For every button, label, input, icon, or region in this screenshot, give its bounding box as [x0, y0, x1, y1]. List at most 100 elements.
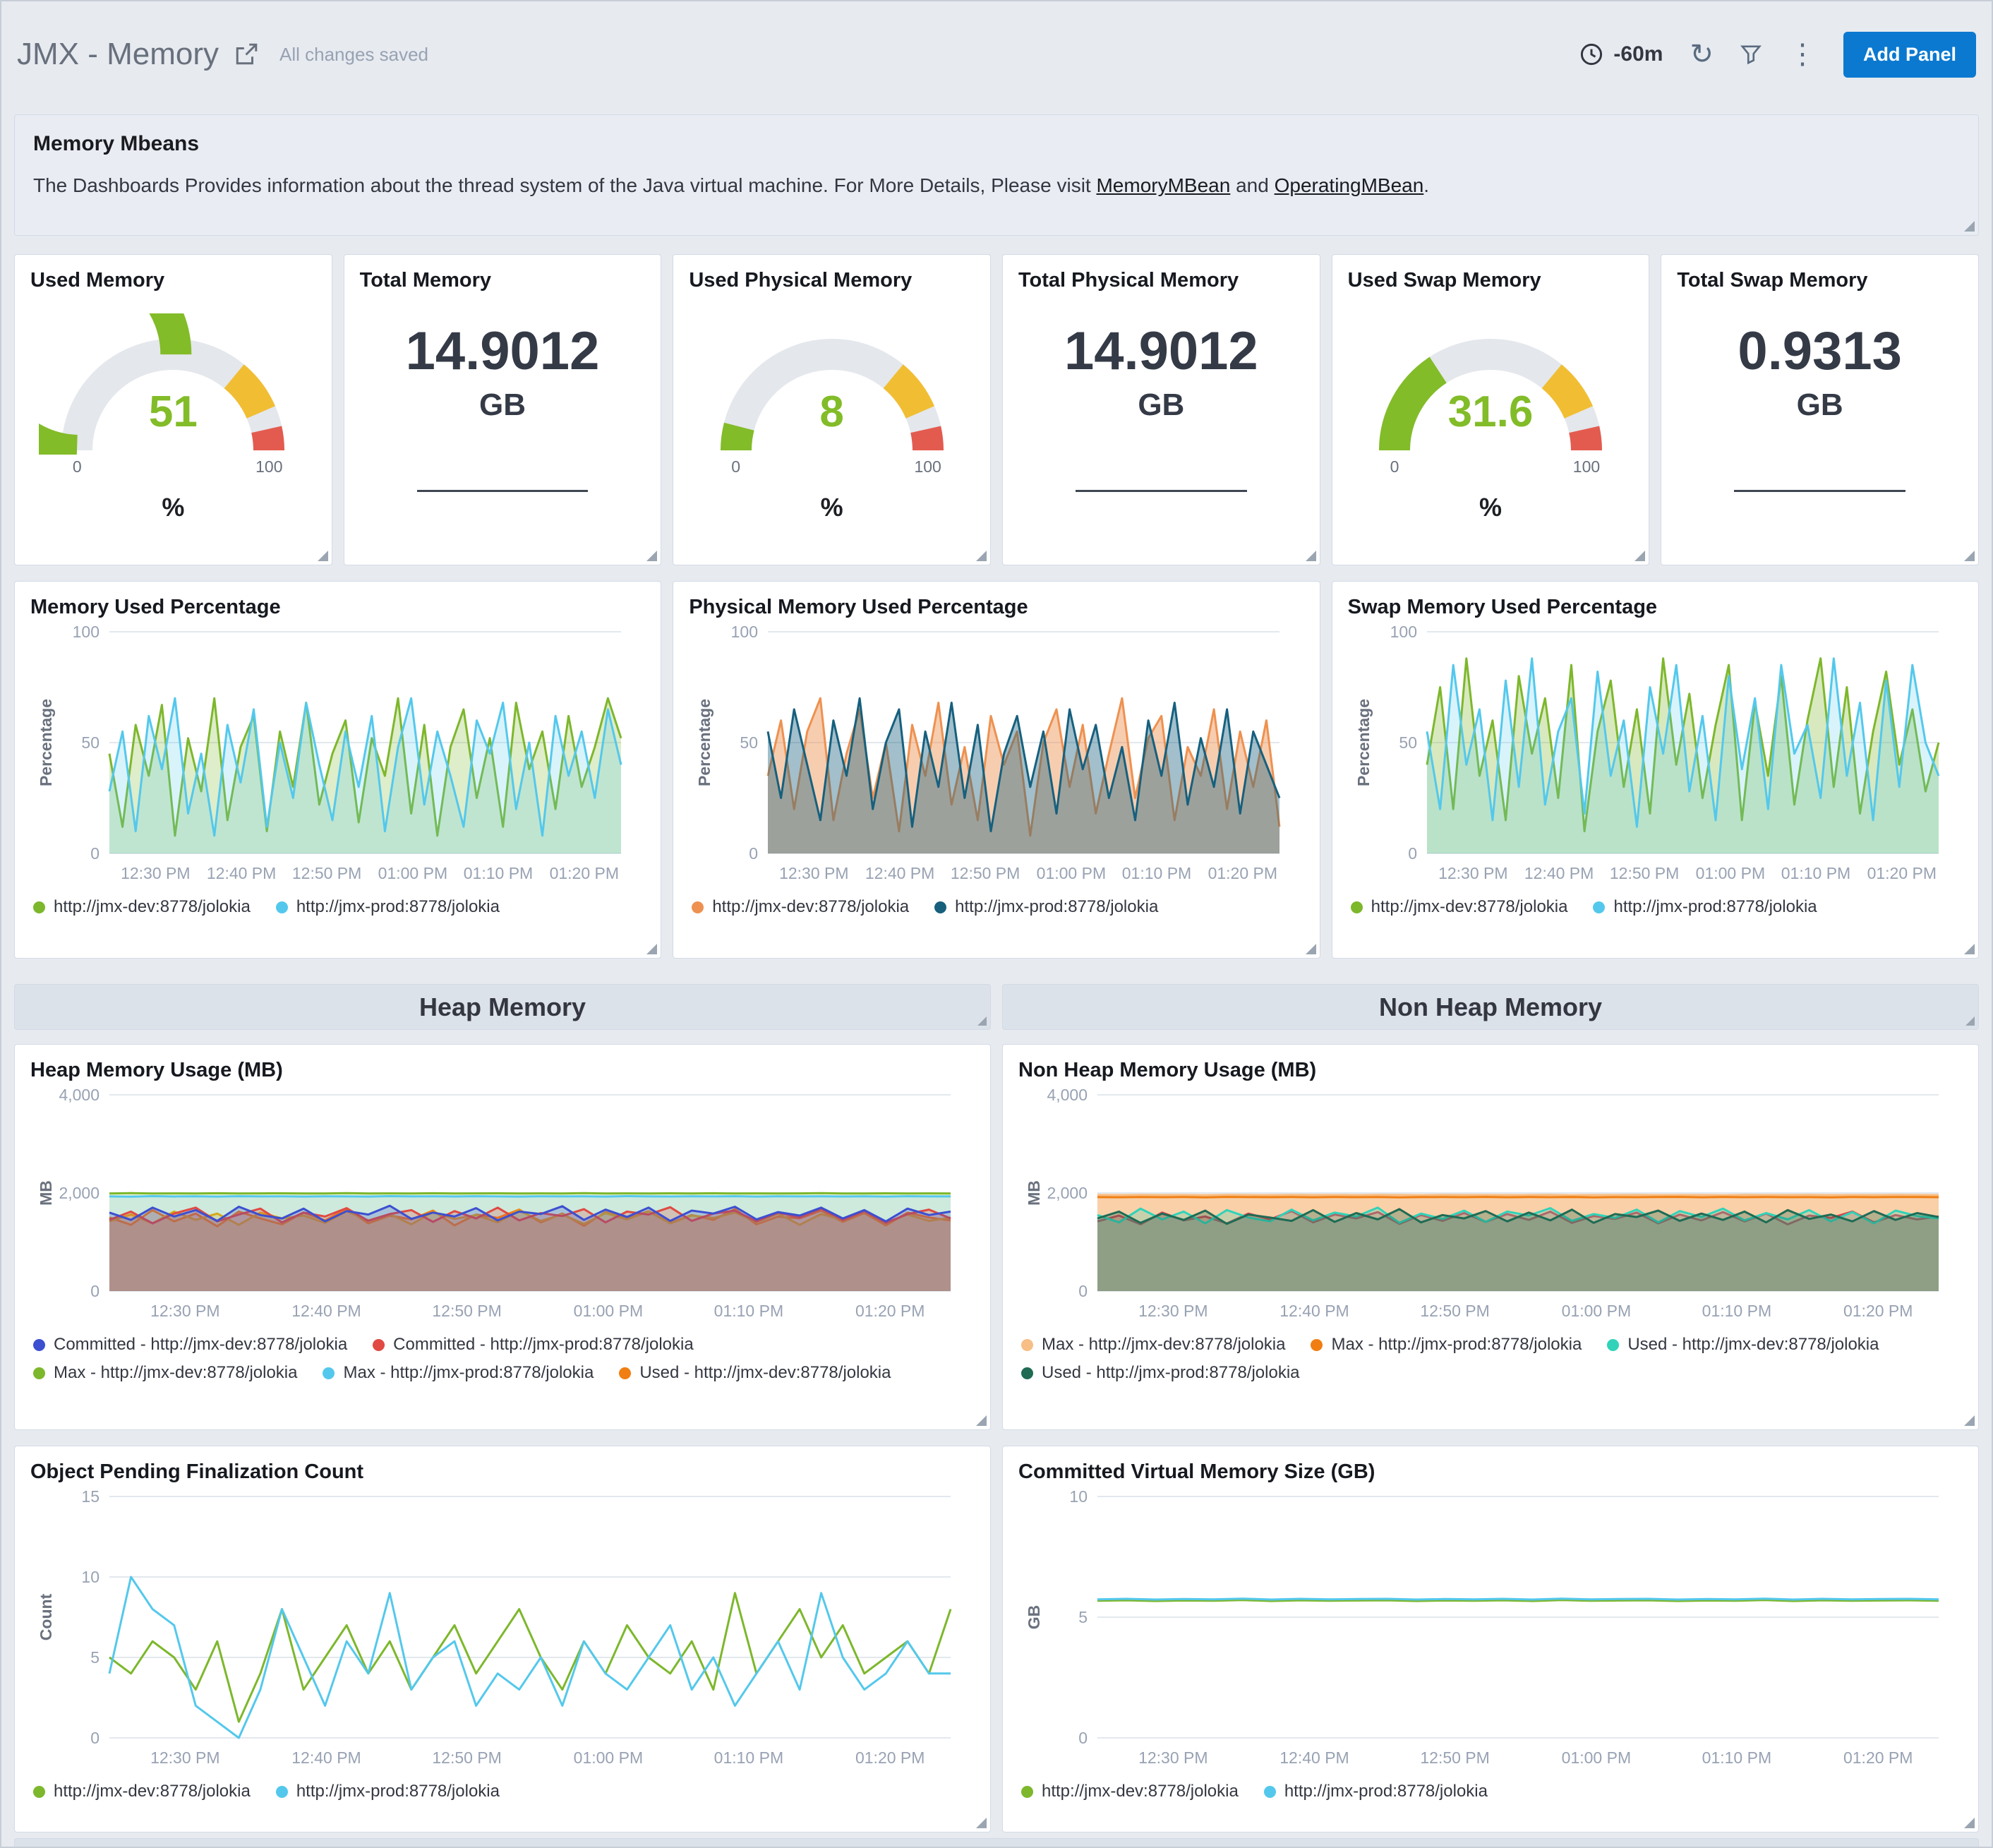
legend-item[interactable]: Used - http://jmx-dev:8778/jolokia	[619, 1363, 891, 1383]
svg-text:2,000: 2,000	[1047, 1184, 1088, 1202]
svg-text:12:50 PM: 12:50 PM	[951, 864, 1020, 882]
section-non-heap-memory[interactable]: Non Heap Memory	[1002, 984, 1979, 1030]
legend-item[interactable]: http://jmx-dev:8778/jolokia	[33, 897, 251, 917]
legend-item[interactable]: http://jmx-prod:8778/jolokia	[275, 897, 500, 917]
legend-item[interactable]: Committed - http://jmx-prod:8778/jolokia	[373, 1335, 694, 1355]
legend-item[interactable]: http://jmx-prod:8778/jolokia	[934, 897, 1158, 917]
legend-label: Used - http://jmx-dev:8778/jolokia	[1627, 1335, 1879, 1354]
legend-item[interactable]: http://jmx-prod:8778/jolokia	[1593, 897, 1817, 917]
svg-text:01:00 PM: 01:00 PM	[1562, 1748, 1631, 1767]
svg-text:12:50 PM: 12:50 PM	[432, 1302, 501, 1320]
svg-text:10: 10	[81, 1568, 100, 1586]
non-heap-memory-usage-chart[interactable]: 0 2,000 4,000 12:30 PM 12:40 PM 12:50 PM 01:00…	[1018, 1086, 1963, 1324]
next-section-bar[interactable]	[14, 1838, 1979, 1847]
gauge-max-label: 100	[914, 457, 941, 476]
panel-title: Swap Memory Used Percentage	[1347, 596, 1658, 618]
legend-label: http://jmx-prod:8778/jolokia	[296, 1782, 500, 1801]
sparkline	[1075, 490, 1247, 492]
legend-item[interactable]: http://jmx-dev:8778/jolokia	[1021, 1782, 1239, 1801]
svg-text:2,000: 2,000	[59, 1184, 100, 1202]
refresh-icon[interactable]: ↻	[1690, 39, 1714, 70]
header-controls: -60m ↻ ⋮ Add Panel	[1579, 31, 1976, 78]
object-pending-finalization-chart[interactable]: 0 5 10 15 12:30 PM 12:40 PM 12:50 PM 01:00 PM 01…	[30, 1487, 975, 1770]
svg-text:4,000: 4,000	[1047, 1086, 1088, 1104]
legend-item[interactable]: Max - http://jmx-dev:8778/jolokia	[33, 1363, 297, 1383]
legend-dot	[33, 1338, 45, 1351]
chart-legend: http://jmx-dev:8778/jolokia http://jmx-pr…	[30, 897, 645, 917]
svg-text:0: 0	[1078, 1282, 1088, 1300]
svg-text:100: 100	[731, 623, 758, 641]
chart-legend: http://jmx-dev:8778/jolokia http://jmx-pr…	[30, 1782, 975, 1801]
svg-text:12:50 PM: 12:50 PM	[1420, 1748, 1489, 1767]
legend-dot	[1021, 1785, 1033, 1798]
chart-svg: 0 2,000 4,000 12:30 PM 12:40 PM 12:50 PM 01:00…	[37, 1086, 951, 1320]
memorymbean-link[interactable]: MemoryMBean	[1096, 174, 1231, 196]
section-heap-memory[interactable]: Heap Memory	[14, 984, 991, 1030]
chart-svg: 0 50 100 12:30 PM 12:40 PM 12:50 PM 01:00 PM 01…	[1354, 623, 1940, 882]
legend-item[interactable]: http://jmx-dev:8778/jolokia	[33, 1782, 251, 1801]
svg-text:01:20 PM: 01:20 PM	[855, 1748, 925, 1767]
legend-dot	[1021, 1338, 1033, 1351]
legend-label: http://jmx-prod:8778/jolokia	[955, 897, 1159, 916]
save-status: All changes saved	[279, 43, 429, 65]
kebab-menu-icon[interactable]: ⋮	[1788, 39, 1817, 70]
svg-text:Percentage: Percentage	[1354, 699, 1373, 786]
committed-virtual-memory-chart[interactable]: 0 5 10 12:30 PM 12:40 PM 12:50 PM 01:00 PM 01:1…	[1018, 1487, 1963, 1770]
gauge-max-label: 100	[1572, 457, 1601, 476]
stat-unit: GB	[1796, 388, 1843, 422]
share-icon[interactable]	[234, 42, 258, 66]
svg-text:5: 5	[1078, 1608, 1088, 1626]
legend-dot	[1311, 1338, 1323, 1351]
legend-label: http://jmx-prod:8778/jolokia	[1613, 897, 1817, 916]
legend-label: Committed - http://jmx-prod:8778/jolokia	[393, 1335, 694, 1354]
legend-item[interactable]: http://jmx-prod:8778/jolokia	[275, 1782, 500, 1801]
panel-title: Used Physical Memory	[689, 269, 913, 292]
legend-item[interactable]: Used - http://jmx-prod:8778/jolokia	[1021, 1363, 1300, 1383]
chart-legend: Committed - http://jmx-dev:8778/jolokia C…	[30, 1335, 975, 1383]
time-picker[interactable]: -60m	[1579, 42, 1663, 66]
panel-title: Total Swap Memory	[1677, 269, 1868, 292]
stat-value: 14.9012	[1064, 321, 1258, 381]
panel-used-physical-memory: Used Physical Memory 8 0 100 %	[673, 254, 991, 565]
legend-dot	[323, 1367, 335, 1379]
legend-item[interactable]: http://jmx-dev:8778/jolokia	[692, 897, 909, 917]
sparkline	[1734, 490, 1906, 492]
panel-total-memory: Total Memory 14.9012 GB	[343, 254, 662, 565]
legend-dot	[373, 1338, 385, 1351]
heap-row: Heap Memory Usage (MB) 0 2,000 4,000 12:30 …	[14, 1044, 1979, 1430]
markdown-title: Memory Mbeans	[33, 132, 200, 155]
add-panel-button[interactable]: Add Panel	[1843, 31, 1976, 78]
panel-used-swap-memory: Used Swap Memory 31.6 0 100 %	[1331, 254, 1650, 565]
legend-label: Committed - http://jmx-dev:8778/jolokia	[54, 1335, 348, 1354]
legend-dot	[619, 1367, 632, 1379]
heap-memory-usage-chart[interactable]: 0 2,000 4,000 12:30 PM 12:40 PM 12:50 PM 01:00…	[30, 1086, 975, 1324]
chart-legend: http://jmx-dev:8778/jolokia http://jmx-pr…	[689, 897, 1303, 917]
legend-item[interactable]: http://jmx-dev:8778/jolokia	[1350, 897, 1567, 917]
svg-text:50: 50	[740, 733, 759, 752]
legend-item[interactable]: http://jmx-prod:8778/jolokia	[1263, 1782, 1488, 1801]
physical-memory-used-percentage-chart[interactable]: 0 50 100 12:30 PM 12:40 PM 12:50 PM 01:00 PM 01…	[689, 623, 1303, 886]
legend-item[interactable]: Max - http://jmx-dev:8778/jolokia	[1021, 1335, 1285, 1355]
time-range-label: -60m	[1613, 42, 1663, 66]
gauge-max-label: 100	[255, 457, 283, 476]
swap-memory-used-percentage-chart[interactable]: 0 50 100 12:30 PM 12:40 PM 12:50 PM 01:00 PM 01…	[1348, 623, 1963, 886]
legend-item[interactable]: Used - http://jmx-dev:8778/jolokia	[1607, 1335, 1879, 1355]
panel-title: Non Heap Memory Usage (MB)	[1018, 1059, 1317, 1081]
legend-dot	[33, 901, 45, 913]
legend-item[interactable]: Committed - http://jmx-dev:8778/jolokia	[33, 1335, 347, 1355]
operatingmbean-link[interactable]: OperatingMBean	[1274, 174, 1424, 196]
memory-used-percentage-chart[interactable]: 0 50 100 12:30 PM 12:40 PM 12:50 PM 01:00 PM 01…	[30, 623, 645, 886]
svg-text:01:00 PM: 01:00 PM	[378, 864, 447, 882]
svg-text:Percentage: Percentage	[37, 699, 55, 786]
markdown-text: and	[1230, 174, 1275, 196]
panel-title: Used Memory	[30, 269, 165, 292]
filter-icon[interactable]	[1740, 44, 1762, 65]
legend-item[interactable]: Max - http://jmx-prod:8778/jolokia	[1311, 1335, 1582, 1355]
gauge-value: 31.6	[1447, 388, 1534, 436]
panel-heap-memory-usage: Heap Memory Usage (MB) 0 2,000 4,000 12:30 …	[14, 1044, 991, 1430]
page-title: JMX - Memory	[17, 37, 219, 71]
svg-text:01:20 PM: 01:20 PM	[1843, 1748, 1913, 1767]
svg-text:01:00 PM: 01:00 PM	[1562, 1302, 1631, 1320]
panel-physical-memory-used-percentage: Physical Memory Used Percentage 0 50 100 12…	[673, 581, 1320, 959]
legend-item[interactable]: Max - http://jmx-prod:8778/jolokia	[323, 1363, 594, 1383]
